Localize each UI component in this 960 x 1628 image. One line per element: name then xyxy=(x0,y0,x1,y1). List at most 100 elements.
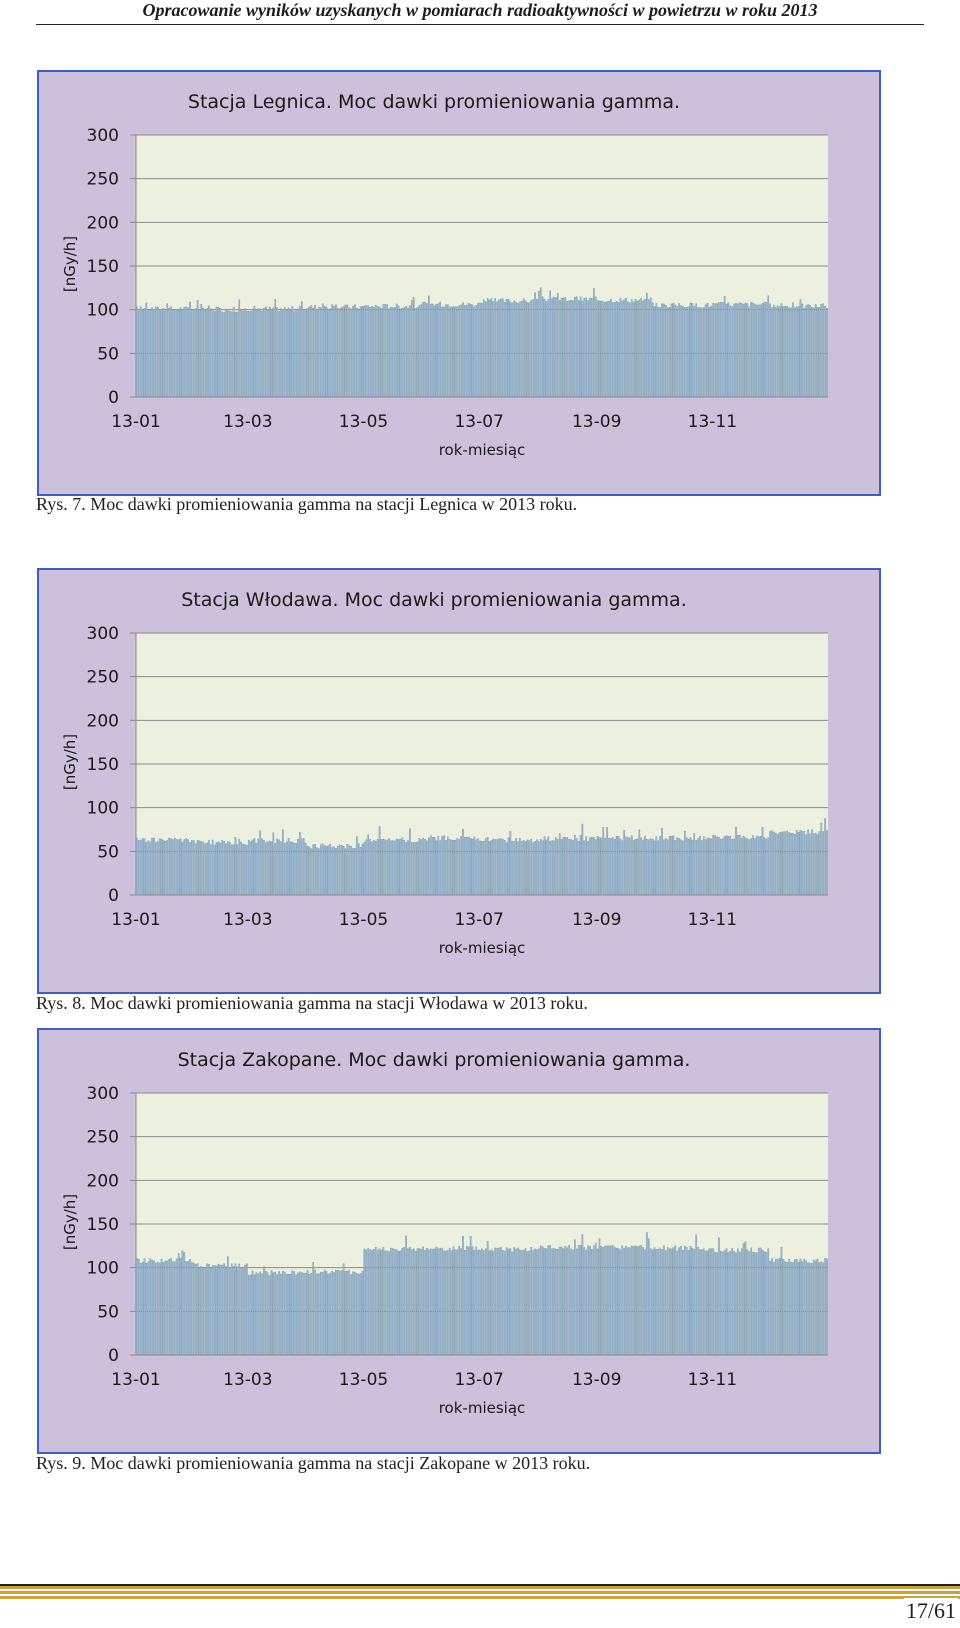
y-axis-label: [nGy/h] xyxy=(61,236,79,292)
bar xyxy=(465,304,468,398)
bar xyxy=(786,830,788,896)
bar xyxy=(469,838,472,896)
bar xyxy=(769,303,771,398)
bar xyxy=(329,1272,332,1356)
bar xyxy=(443,306,445,398)
bar xyxy=(346,1270,349,1356)
bar xyxy=(177,839,180,896)
y-tick-label: 200 xyxy=(87,1171,119,1191)
y-tick-label: 100 xyxy=(87,1259,119,1279)
bar xyxy=(712,834,715,896)
bar xyxy=(765,302,768,398)
bar xyxy=(611,837,614,896)
bar xyxy=(293,310,296,398)
bar xyxy=(610,299,612,398)
bar xyxy=(325,306,328,398)
bar xyxy=(259,830,261,896)
bar xyxy=(629,1247,631,1356)
bar xyxy=(251,839,254,896)
bar xyxy=(623,1247,625,1356)
bar xyxy=(672,302,675,398)
bar xyxy=(217,841,220,896)
bar xyxy=(680,1245,682,1356)
bar xyxy=(242,1266,244,1356)
bar xyxy=(219,307,222,398)
bar xyxy=(738,1251,741,1356)
bar xyxy=(526,302,529,398)
bar xyxy=(610,838,612,896)
bar xyxy=(625,836,627,896)
bar xyxy=(685,307,688,398)
bar xyxy=(574,1239,576,1356)
x-tick-label: 13-01 xyxy=(111,910,160,930)
bar xyxy=(357,1274,360,1356)
bar xyxy=(729,836,732,896)
bar xyxy=(488,841,491,896)
bar xyxy=(164,1260,167,1356)
bar xyxy=(424,301,426,398)
bar xyxy=(170,838,172,896)
bar xyxy=(704,839,707,896)
bar xyxy=(484,838,487,896)
bar xyxy=(556,839,559,896)
bar xyxy=(596,1248,599,1356)
bar xyxy=(467,303,470,398)
bar xyxy=(179,307,182,398)
bar xyxy=(716,303,718,398)
bar xyxy=(223,1263,225,1356)
bar xyxy=(689,1246,692,1356)
y-axis-label: [nGy/h] xyxy=(61,734,79,790)
bar xyxy=(208,1264,210,1356)
bar xyxy=(371,305,373,398)
bar xyxy=(509,301,512,398)
bar xyxy=(162,1262,165,1356)
bar xyxy=(318,848,320,896)
bar xyxy=(809,1262,811,1356)
bar xyxy=(265,306,267,398)
bar xyxy=(137,840,140,896)
bar xyxy=(437,835,440,896)
bar xyxy=(720,1250,722,1356)
bar xyxy=(536,839,538,896)
bar xyxy=(615,836,618,896)
bar xyxy=(723,1250,726,1356)
bar xyxy=(545,1248,548,1356)
bar xyxy=(646,1232,648,1356)
bar xyxy=(712,303,715,398)
bar xyxy=(337,308,339,398)
bar xyxy=(187,839,189,896)
bar xyxy=(337,845,339,896)
bar xyxy=(139,306,142,398)
bar xyxy=(206,842,208,896)
bar xyxy=(594,1242,597,1356)
bar xyxy=(564,1246,567,1356)
bar xyxy=(230,1263,233,1356)
bar xyxy=(496,1248,498,1356)
bar xyxy=(776,305,779,398)
bar xyxy=(172,839,174,896)
bar xyxy=(598,300,601,398)
bar xyxy=(621,1245,624,1356)
bar xyxy=(646,838,648,896)
bar xyxy=(737,834,739,896)
bar xyxy=(771,1258,773,1356)
bar xyxy=(361,843,364,896)
bar xyxy=(750,838,752,896)
bar xyxy=(630,835,633,896)
bar xyxy=(310,1273,313,1356)
bar xyxy=(801,303,804,398)
bar xyxy=(517,1247,519,1356)
bar xyxy=(757,836,760,896)
bar xyxy=(210,308,212,398)
bar xyxy=(409,305,411,398)
bar xyxy=(814,304,817,398)
bar xyxy=(149,309,151,398)
bar xyxy=(795,830,798,896)
bar xyxy=(473,1249,476,1356)
bar xyxy=(246,310,248,398)
bar xyxy=(672,1247,675,1356)
bar xyxy=(454,306,457,398)
bar xyxy=(538,291,540,398)
bar xyxy=(357,308,360,398)
bar xyxy=(479,840,481,896)
